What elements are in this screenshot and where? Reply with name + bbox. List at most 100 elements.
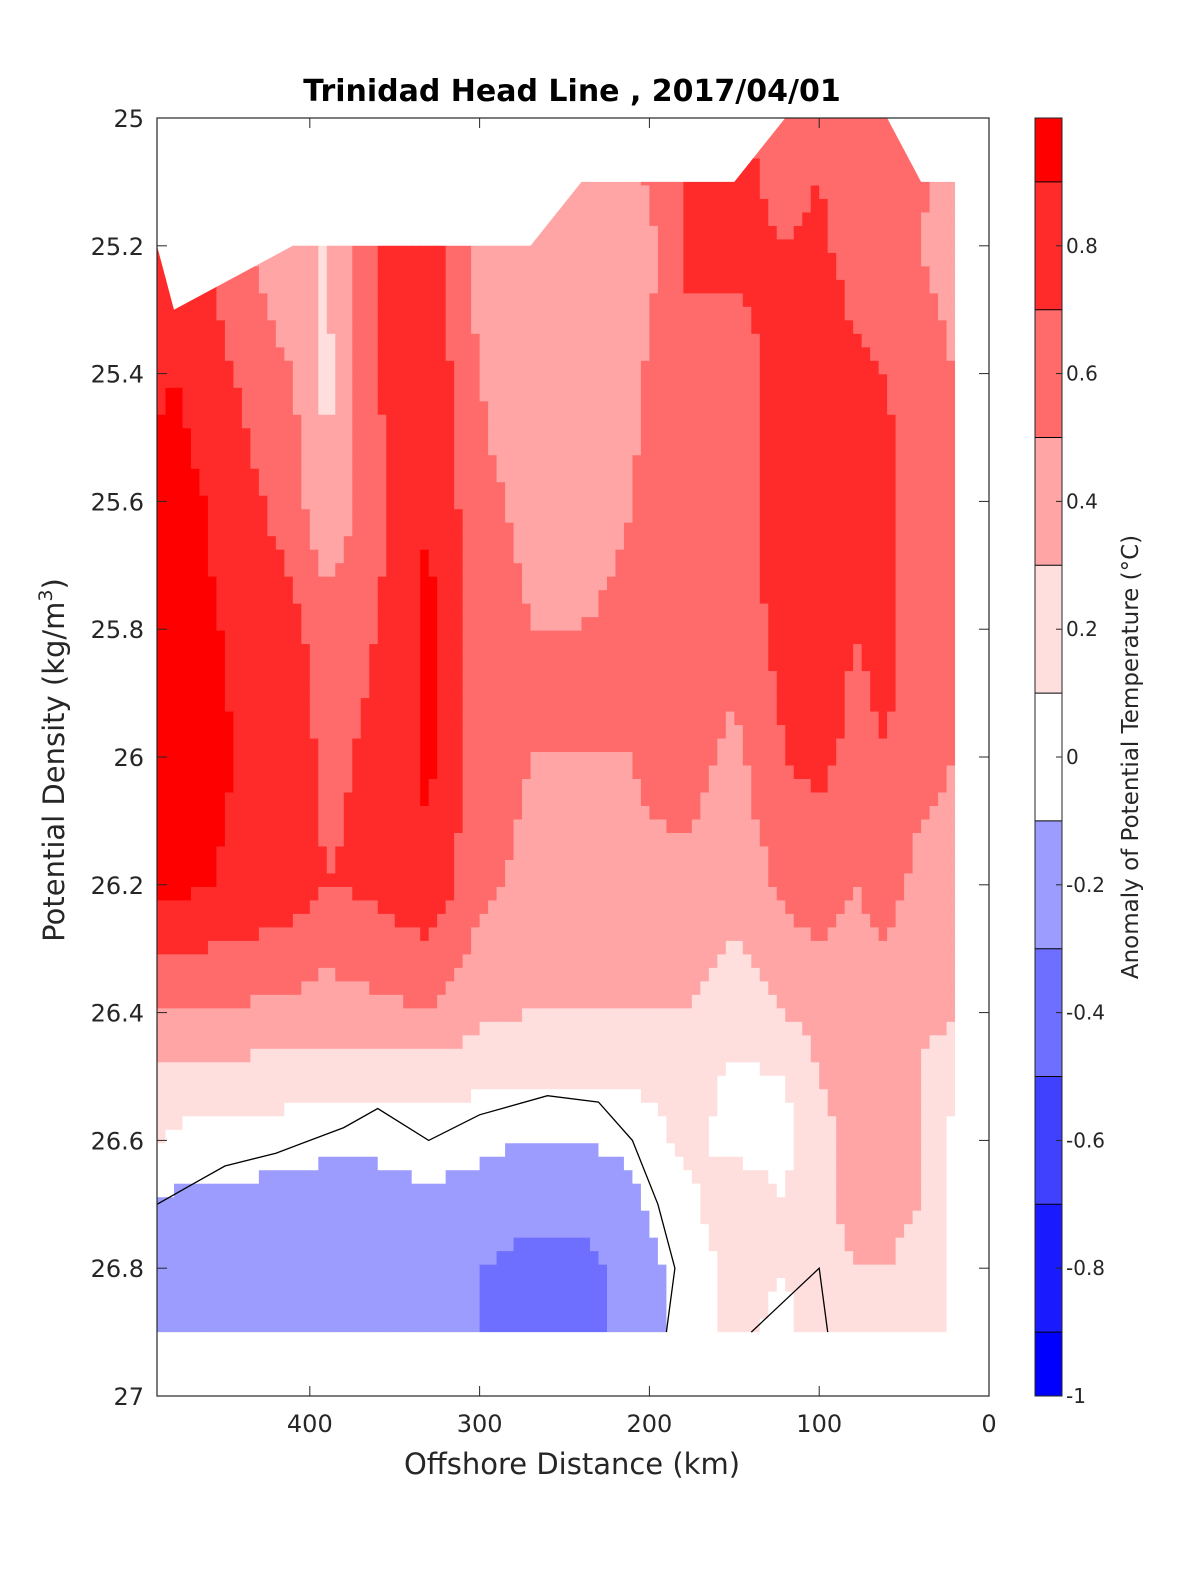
anomaly-cell	[853, 576, 863, 591]
anomaly-cell	[190, 725, 201, 740]
anomaly-cell	[768, 347, 778, 362]
anomaly-cell	[360, 603, 370, 618]
anomaly-cell	[751, 225, 761, 241]
anomaly-cell	[377, 576, 387, 591]
anomaly-cell	[640, 819, 651, 834]
anomaly-cell	[505, 752, 515, 767]
anomaly-cell	[173, 590, 184, 605]
anomaly-cell	[887, 671, 897, 686]
anomaly-cell	[539, 509, 549, 524]
anomaly-cell	[301, 509, 311, 524]
anomaly-cell	[853, 387, 863, 402]
anomaly-cell	[505, 684, 515, 699]
anomaly-cell	[250, 792, 260, 807]
anomaly-cell	[666, 684, 676, 699]
anomaly-cell	[615, 374, 625, 389]
anomaly-cell	[173, 549, 184, 564]
anomaly-cell	[352, 239, 362, 254]
anomaly-cell	[640, 455, 651, 470]
anomaly-cell	[513, 293, 523, 308]
anomaly-cell	[386, 522, 396, 537]
anomaly-cell	[556, 792, 566, 807]
anomaly-cell	[844, 752, 854, 767]
anomaly-cell	[335, 279, 345, 294]
anomaly-cell	[929, 819, 939, 834]
anomaly-cell	[683, 657, 693, 672]
anomaly-cell	[394, 657, 404, 672]
anomaly-cell	[615, 387, 625, 402]
anomaly-cell	[326, 617, 336, 632]
anomaly-cell	[360, 752, 370, 767]
anomaly-cell	[165, 549, 175, 564]
anomaly-cell	[742, 752, 752, 767]
anomaly-cell	[496, 347, 506, 362]
anomaly-cell	[479, 266, 489, 281]
anomaly-cell	[488, 387, 498, 402]
anomaly-cell	[479, 698, 489, 713]
anomaly-cell	[377, 752, 387, 767]
anomaly-cell	[241, 522, 251, 537]
anomaly-cell	[844, 549, 854, 564]
anomaly-cell	[861, 765, 871, 780]
anomaly-cell	[437, 468, 447, 483]
anomaly-cell	[224, 698, 235, 713]
anomaly-cell	[725, 805, 735, 821]
anomaly-cell	[335, 738, 345, 753]
anomaly-cell	[301, 320, 311, 335]
anomaly-cell	[411, 684, 421, 699]
anomaly-cell	[454, 441, 464, 456]
anomaly-cell	[870, 630, 880, 645]
anomaly-cell	[810, 158, 820, 173]
anomaly-cell	[165, 387, 175, 402]
anomaly-cell	[878, 293, 888, 308]
anomaly-cell	[207, 320, 218, 335]
anomaly-cell	[556, 522, 566, 537]
anomaly-cell	[802, 805, 812, 821]
anomaly-cell	[309, 428, 319, 443]
anomaly-cell	[343, 576, 353, 591]
anomaly-cell	[810, 590, 820, 605]
anomaly-cell	[623, 711, 634, 726]
anomaly-cell	[921, 819, 931, 834]
anomaly-cell	[615, 185, 625, 200]
anomaly-cell	[539, 792, 549, 807]
anomaly-cell	[471, 792, 481, 807]
anomaly-cell	[301, 792, 311, 807]
anomaly-cell	[759, 374, 769, 389]
anomaly-cell	[258, 792, 268, 807]
anomaly-cell	[691, 414, 701, 429]
anomaly-cell	[649, 752, 659, 767]
anomaly-cell	[929, 630, 939, 645]
anomaly-cell	[623, 495, 634, 510]
anomaly-cell	[759, 711, 769, 726]
anomaly-cell	[250, 279, 260, 294]
anomaly-cell	[878, 131, 888, 146]
anomaly-cell	[759, 144, 769, 160]
anomaly-cell	[462, 536, 472, 551]
anomaly-cell	[471, 630, 481, 645]
anomaly-cell	[573, 455, 583, 470]
anomaly-cell	[377, 374, 387, 389]
anomaly-cell	[420, 657, 430, 672]
anomaly-cell	[301, 725, 311, 740]
anomaly-cell	[674, 576, 684, 591]
anomaly-cell	[250, 576, 260, 591]
anomaly-cell	[335, 576, 345, 591]
anomaly-cell	[505, 819, 515, 834]
anomaly-cell	[335, 468, 345, 483]
anomaly-cell	[725, 752, 735, 767]
anomaly-cell	[250, 360, 260, 375]
anomaly-cell	[598, 792, 608, 807]
anomaly-cell	[912, 468, 922, 483]
anomaly-cell	[437, 495, 447, 510]
anomaly-cell	[454, 522, 464, 537]
anomaly-cell	[878, 252, 888, 267]
anomaly-cell	[454, 725, 464, 740]
anomaly-cell	[793, 428, 803, 443]
anomaly-cell	[445, 441, 455, 456]
anomaly-cell	[301, 644, 311, 659]
anomaly-cell	[309, 630, 319, 645]
anomaly-cell	[776, 738, 786, 753]
anomaly-cell	[836, 698, 846, 713]
anomaly-cell	[742, 684, 752, 699]
